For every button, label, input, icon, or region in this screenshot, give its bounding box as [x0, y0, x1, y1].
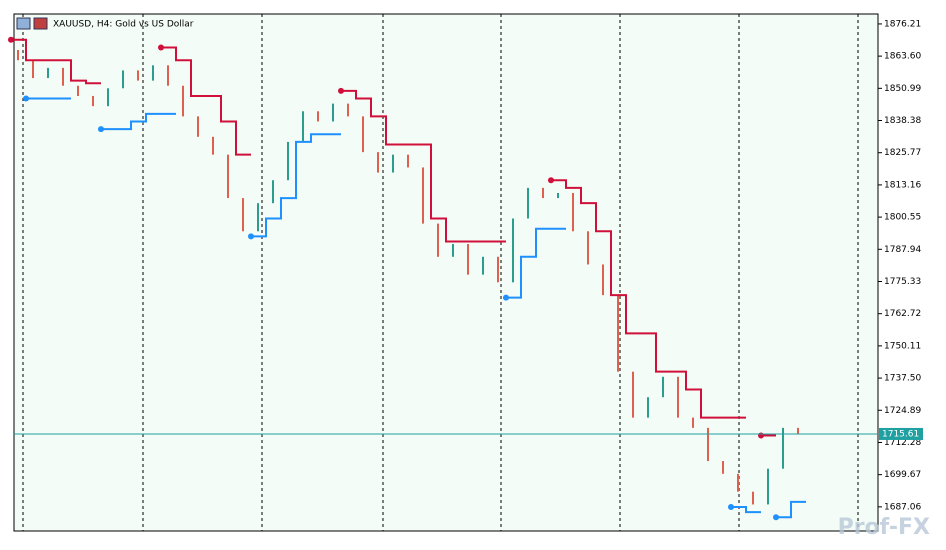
- stop-line: [101, 112, 176, 131]
- candle: [617, 295, 619, 372]
- day-separators: [22, 14, 859, 531]
- candle: [452, 244, 454, 257]
- candle: [482, 256, 484, 275]
- y-tick-label: 1787.94: [884, 245, 921, 255]
- candle: [122, 70, 124, 89]
- candle: [242, 198, 244, 232]
- candle: [722, 461, 724, 474]
- candle: [167, 65, 169, 86]
- candle: [377, 152, 379, 173]
- y-tick-label: 1838.38: [884, 116, 921, 126]
- y-tick-label: 1724.89: [884, 406, 921, 416]
- stop-line: [551, 179, 746, 419]
- y-tick-label: 1813.16: [884, 180, 921, 190]
- candle: [272, 180, 274, 204]
- candle: [767, 468, 769, 505]
- candle: [707, 427, 709, 462]
- candle: [782, 427, 784, 469]
- candle: [107, 88, 109, 107]
- candle: [497, 256, 499, 283]
- candle: [662, 376, 664, 398]
- stop-line: [251, 133, 341, 238]
- y-tick-label: 1800.55: [884, 213, 921, 223]
- y-tick-label: 1750.11: [884, 341, 921, 351]
- candle: [317, 111, 319, 122]
- candle: [77, 85, 79, 96]
- stop-dot: [23, 95, 29, 102]
- candle: [182, 85, 184, 117]
- stop-line: [11, 38, 101, 85]
- y-tick-label: 1687.06: [884, 502, 921, 512]
- stop-line: [776, 500, 806, 519]
- watermark: Prof-FX: [838, 515, 930, 540]
- stop-line: [731, 506, 761, 514]
- plot-area: [13, 13, 879, 532]
- y-tick-label: 1850.99: [884, 84, 921, 94]
- y-tick-label: 1699.67: [884, 470, 921, 480]
- y-tick-label: 1775.33: [884, 277, 921, 287]
- candle: [287, 141, 289, 181]
- candle: [437, 223, 439, 257]
- candle: [512, 218, 514, 283]
- y-tick-label: 1863.60: [884, 52, 921, 62]
- stop-line: [161, 46, 251, 156]
- candle: [347, 103, 349, 117]
- candle: [647, 397, 649, 418]
- candle: [467, 244, 469, 275]
- stop-line: [506, 227, 566, 299]
- candle: [602, 264, 604, 296]
- stop-dot: [728, 504, 734, 511]
- stop-dot: [8, 36, 14, 43]
- y-tick-label: 1737.50: [884, 374, 921, 384]
- y-tick-label: 1762.72: [884, 309, 921, 319]
- candle: [557, 192, 559, 199]
- candle: [47, 67, 49, 79]
- last-price-box: [879, 427, 923, 440]
- icon: [16, 17, 31, 30]
- candle: [677, 376, 679, 418]
- candle: [62, 67, 64, 86]
- stop-dot: [98, 126, 104, 133]
- stop-dot: [503, 294, 509, 301]
- candle: [212, 136, 214, 155]
- candle: [632, 371, 634, 418]
- candle: [797, 427, 799, 434]
- y-tick-label: 1712.28: [884, 438, 921, 448]
- chart-title: XAUUSD, H4: Gold vs US Dollar: [53, 20, 194, 30]
- candle: [542, 187, 544, 199]
- candle: [332, 103, 334, 122]
- candle: [572, 192, 574, 232]
- stop-dot: [548, 177, 554, 184]
- stop-dot: [248, 233, 254, 240]
- stop-dot: [158, 44, 164, 51]
- candle: [362, 116, 364, 153]
- stop-dot: [758, 432, 764, 439]
- candle: [527, 187, 529, 219]
- candle: [392, 154, 394, 173]
- y-tick-label: 1876.21: [884, 19, 921, 29]
- stop-dot: [773, 514, 779, 521]
- candle: [92, 95, 94, 107]
- icon: [33, 17, 48, 30]
- candle: [752, 491, 754, 505]
- candle: [227, 154, 229, 199]
- stop-line: [341, 89, 506, 243]
- candle: [302, 111, 304, 142]
- candle: [587, 231, 589, 265]
- candle: [407, 154, 409, 168]
- candle: [137, 70, 139, 81]
- candle: [257, 203, 259, 232]
- candle: [422, 167, 424, 224]
- y-tick-label: 1825.77: [884, 148, 921, 158]
- candle: [152, 65, 154, 81]
- stop-dot: [338, 87, 344, 94]
- last-price-label: 1715.61: [882, 429, 919, 439]
- candle: [737, 473, 739, 492]
- candle: [197, 116, 199, 137]
- candle: [32, 60, 34, 79]
- candle: [17, 49, 19, 61]
- candle: [692, 417, 694, 428]
